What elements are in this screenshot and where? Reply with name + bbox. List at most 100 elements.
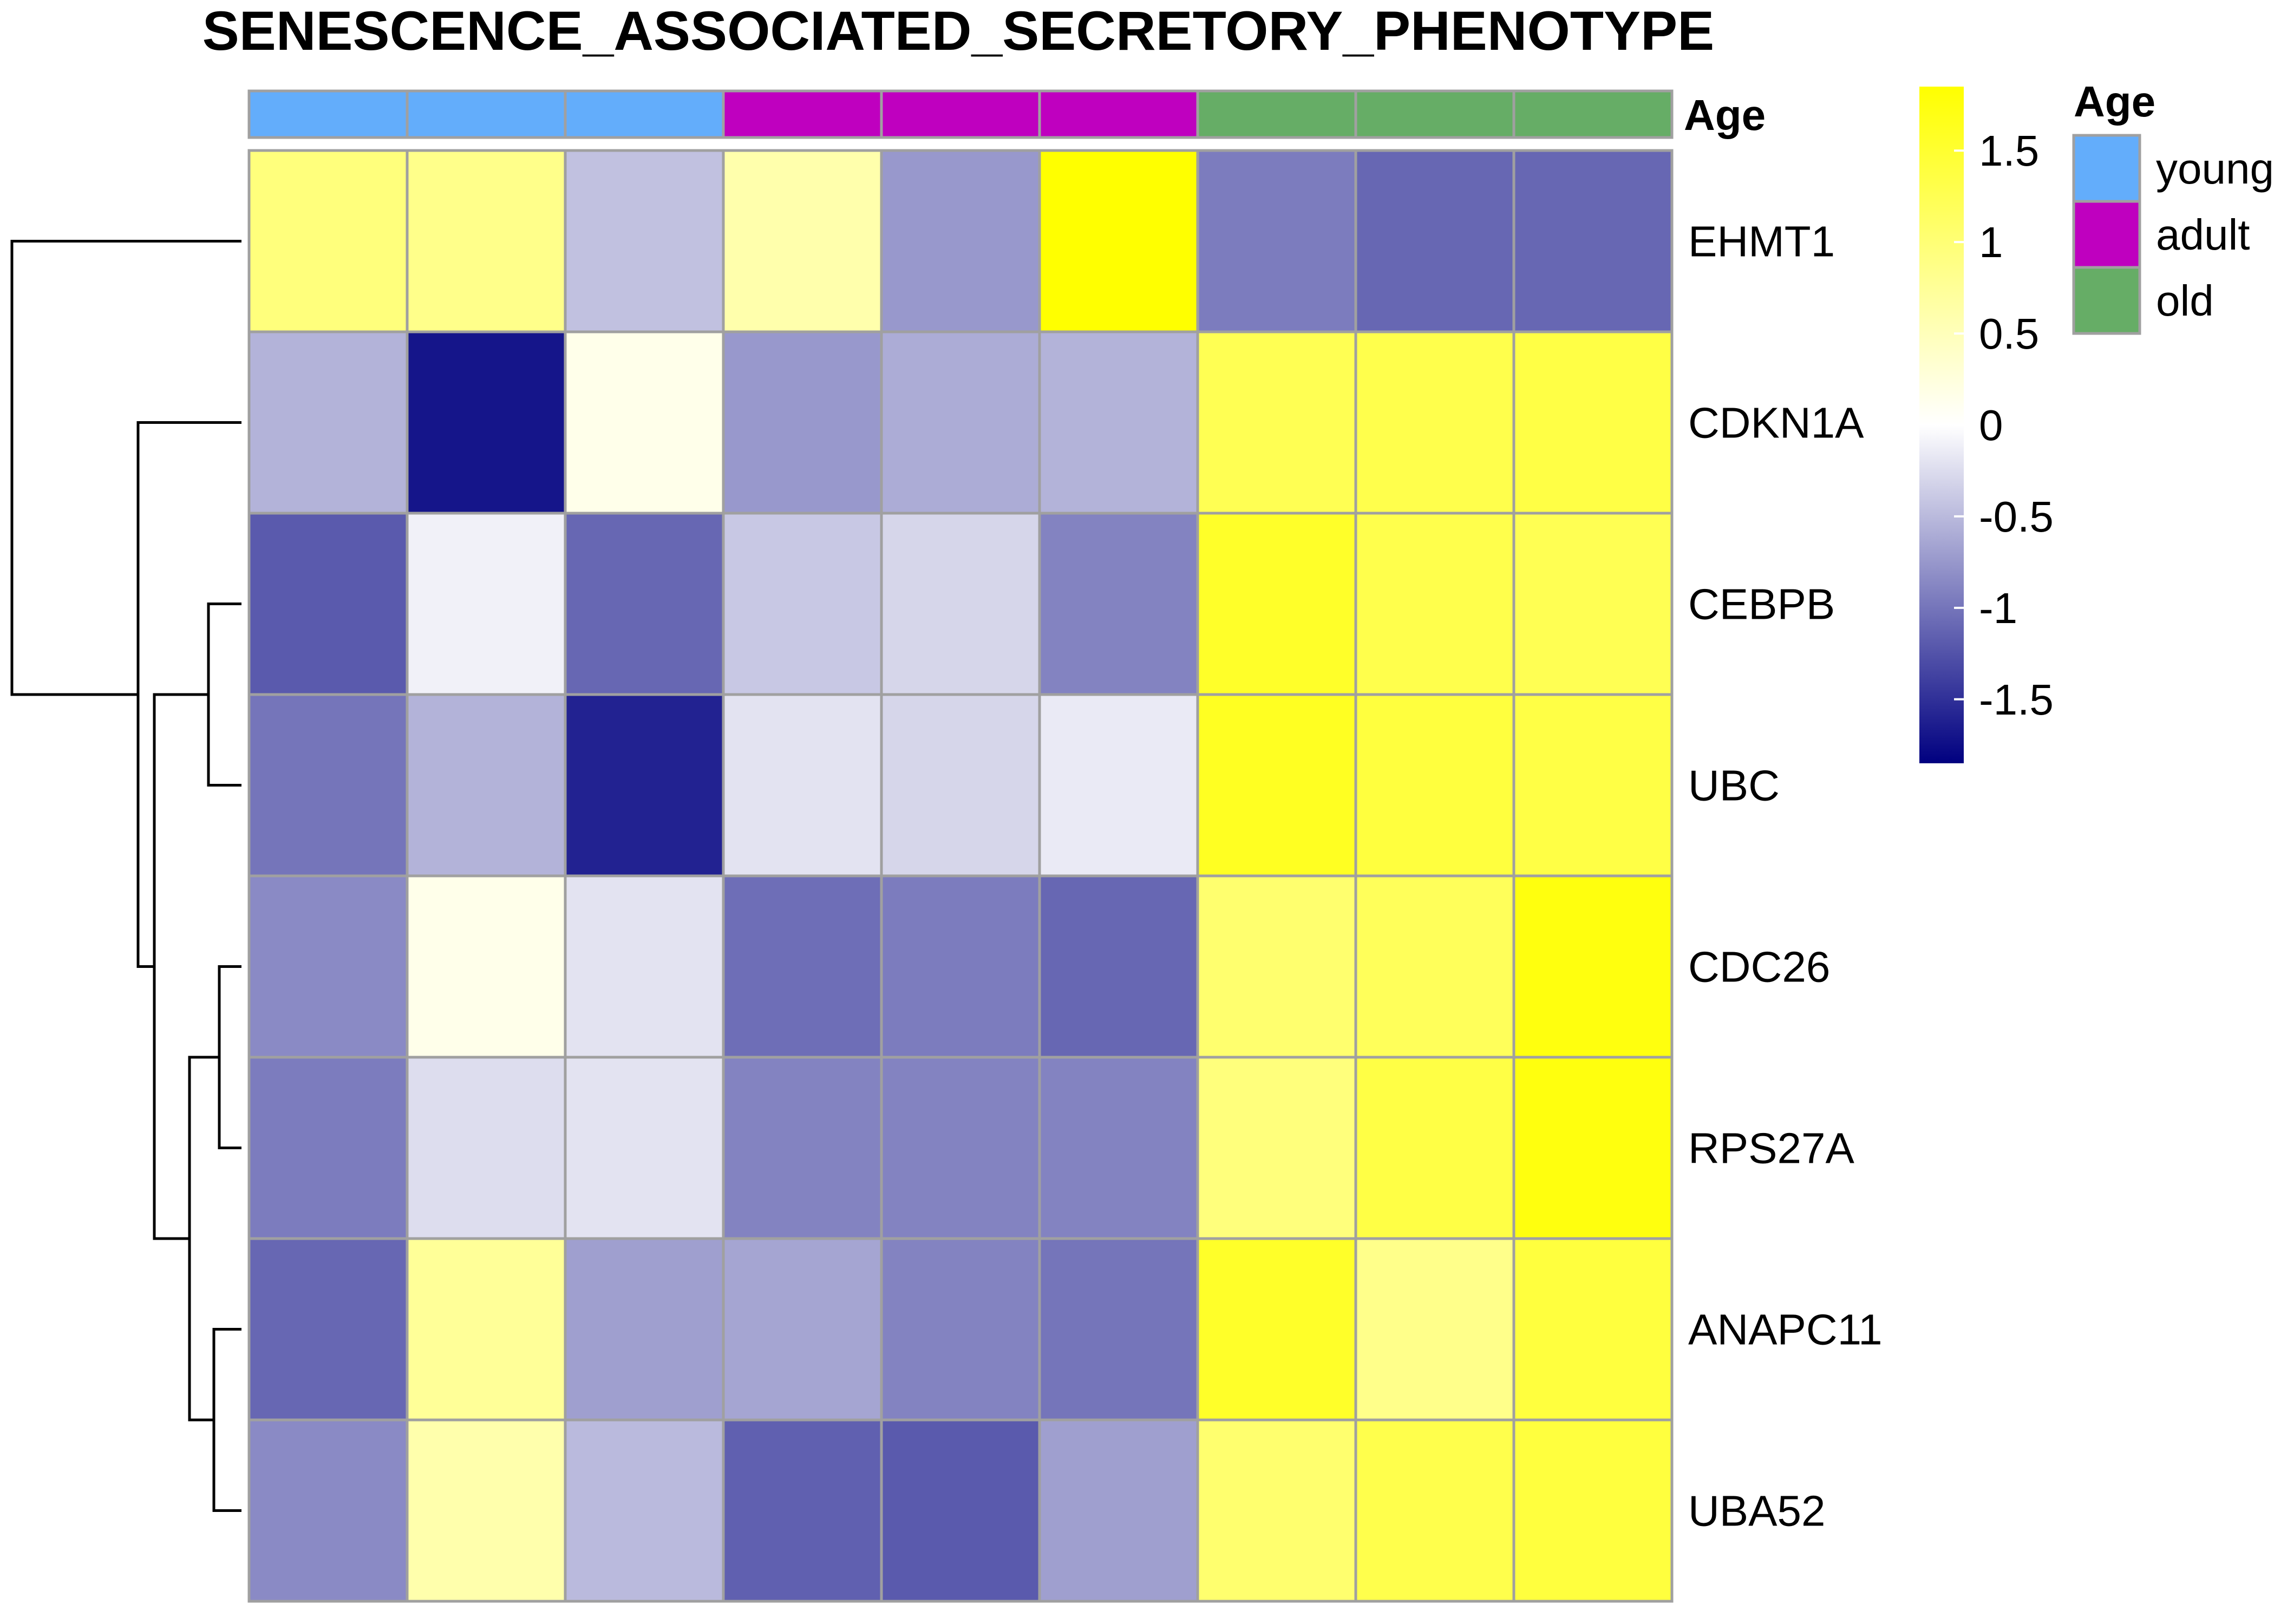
- dendrogram-branch: [212, 1328, 241, 1512]
- annotation-cell-adult: [1038, 89, 1199, 139]
- heatmap-cell: [406, 512, 567, 696]
- annotation-cell-young: [247, 89, 409, 139]
- heatmap-cell: [1038, 149, 1199, 333]
- heatmap-cell: [564, 512, 725, 696]
- heatmap-cell: [1354, 874, 1515, 1059]
- age-legend-label-adult: adult: [2156, 211, 2250, 259]
- row-label-cebpb: CEBPB: [1688, 580, 1835, 628]
- age-legend-title: Age: [2074, 77, 2155, 126]
- heatmap-cell: [1512, 1237, 1674, 1422]
- heatmap-cell: [564, 330, 725, 515]
- row-label-ubc: UBC: [1688, 762, 1780, 810]
- heatmap-cell: [564, 1418, 725, 1603]
- heatmap-cell: [1038, 874, 1199, 1059]
- heatmap-cell: [722, 693, 883, 878]
- heatmap-cell: [564, 1237, 725, 1422]
- heatmap-cell: [722, 1056, 883, 1240]
- heatmap-cell: [722, 512, 883, 696]
- annotation-cell-adult: [880, 89, 1041, 139]
- age-legend-swatch-young: [2072, 134, 2141, 203]
- heatmap-cell: [1354, 512, 1515, 696]
- heatmap-cell: [1512, 330, 1674, 515]
- heatmap-cell: [1196, 1237, 1357, 1422]
- heatmap-cell: [880, 693, 1041, 878]
- color-scale-tick-label: -0.5: [1979, 493, 2054, 541]
- heatmap-cell: [1196, 1418, 1357, 1603]
- heatmap-cell: [1512, 874, 1674, 1059]
- heatmap-cell: [247, 1418, 409, 1603]
- annotation-cell-old: [1196, 89, 1357, 139]
- color-scale-legend: 1.5 1 0.5 0 -0.5 -1 -1.5: [1919, 87, 2054, 763]
- annotation-cell-old: [1512, 89, 1674, 139]
- heatmap-cell: [564, 149, 725, 333]
- heatmap-cell: [880, 1418, 1041, 1603]
- age-legend-swatch-old: [2072, 266, 2141, 335]
- heatmap-cell: [247, 1056, 409, 1240]
- heatmap-cell: [564, 1056, 725, 1240]
- heatmap-cell: [722, 149, 883, 333]
- heatmap-cell: [1512, 1418, 1674, 1603]
- row-dendrogram: [10, 240, 241, 1512]
- heatmap-cell: [722, 1418, 883, 1603]
- heatmap-cell: [1512, 693, 1674, 878]
- heatmap-cell: [406, 1418, 567, 1603]
- row-label-rps27a: RPS27A: [1688, 1124, 1854, 1173]
- heatmap-cell: [1512, 512, 1674, 696]
- heatmap-cells: [247, 149, 1674, 1603]
- heatmap-cell: [406, 693, 567, 878]
- annotation-cell-adult: [722, 89, 883, 139]
- heatmap-cell: [1038, 330, 1199, 515]
- heatmap-cell: [247, 512, 409, 696]
- heatmap-cell: [1038, 512, 1199, 696]
- annotation-cell-young: [406, 89, 567, 139]
- annotation-cell-old: [1354, 89, 1515, 139]
- heatmap-cell: [880, 330, 1041, 515]
- age-legend-label-old: old: [2156, 277, 2214, 325]
- color-scale-tick-label: -1: [1979, 584, 2017, 632]
- heatmap-cell: [564, 874, 725, 1059]
- heatmap-cell: [406, 149, 567, 333]
- heatmap-cell: [722, 330, 883, 515]
- dendrogram-branch: [10, 240, 241, 696]
- age-legend-label-young: young: [2156, 145, 2274, 193]
- row-label-anapc11: ANAPC11: [1688, 1306, 1883, 1354]
- heatmap-cell: [1512, 1056, 1674, 1240]
- heatmap-cell: [1196, 512, 1357, 696]
- heatmap-cell: [880, 1056, 1041, 1240]
- heatmap-cell: [1196, 1056, 1357, 1240]
- dendrogram-branch: [207, 603, 241, 787]
- heatmap-cell: [247, 1237, 409, 1422]
- heatmap-cell: [722, 1237, 883, 1422]
- heatmap-cell: [406, 874, 567, 1059]
- heatmap-cell: [247, 693, 409, 878]
- heatmap-cell: [406, 1237, 567, 1422]
- heatmap-cell: [880, 512, 1041, 696]
- color-scale-tick-label: 1: [1979, 218, 2003, 266]
- heatmap-cell: [1354, 149, 1515, 333]
- heatmap-cell: [1196, 693, 1357, 878]
- heatmap-cell: [1038, 1056, 1199, 1240]
- heatmap-cell: [1354, 1056, 1515, 1240]
- heatmap-cell: [1512, 149, 1674, 333]
- heatmap-cell: [1354, 1237, 1515, 1422]
- heatmap-cell: [247, 149, 409, 333]
- heatmap-cell: [1038, 1237, 1199, 1422]
- heatmap-cell: [1196, 874, 1357, 1059]
- age-annotation-bar: [247, 89, 1674, 139]
- color-scale-tick-label: 0: [1979, 401, 2003, 449]
- row-labels: EHMT1 CDKN1A CEBPB UBC CDC26 RPS27A ANAPC11 UBA…: [1688, 218, 1883, 1535]
- color-scale-tick-label: 0.5: [1979, 310, 2039, 358]
- heatmap-cell: [880, 1237, 1041, 1422]
- dendrogram-branch: [153, 693, 208, 1240]
- chart-title: SENESCENCE_ASSOCIATED_SECRETORY_PHENOTYP…: [202, 0, 1714, 62]
- heatmap-cell: [1354, 330, 1515, 515]
- row-label-cdkn1a: CDKN1A: [1688, 399, 1864, 447]
- row-label-ehmt1: EHMT1: [1688, 218, 1835, 266]
- annotation-cell-young: [564, 89, 725, 139]
- heatmap-cell: [1354, 1418, 1515, 1603]
- heatmap-cell: [1038, 1418, 1199, 1603]
- age-legend-swatch-adult: [2072, 200, 2141, 269]
- heatmap-cell: [406, 330, 567, 515]
